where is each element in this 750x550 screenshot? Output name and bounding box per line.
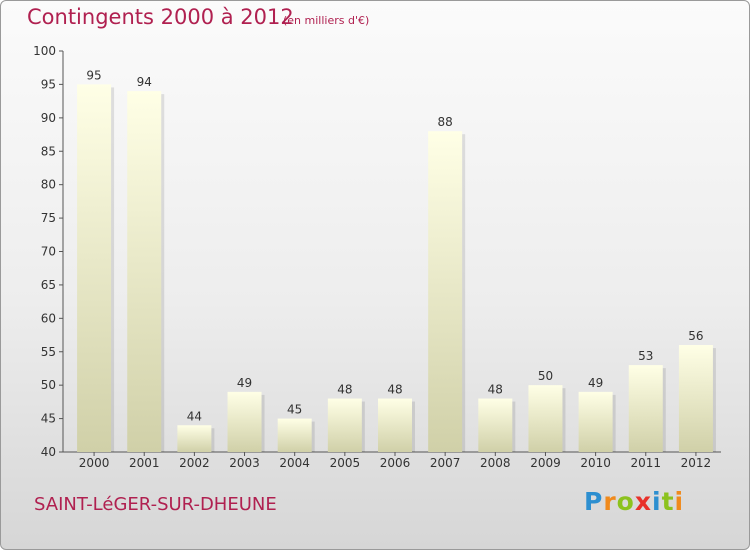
logo-letter: i	[674, 487, 685, 516]
x-tick-label: 2000	[79, 456, 110, 470]
bar-value-label: 48	[387, 383, 402, 397]
x-tick-label: 2003	[229, 456, 260, 470]
bar-2008	[478, 398, 513, 452]
proxiti-logo: Proxiti	[584, 487, 684, 516]
bar-2001	[127, 91, 162, 452]
bar-2007	[428, 131, 463, 452]
x-tick-label: 2005	[330, 456, 361, 470]
logo-letter: x	[634, 487, 652, 516]
bar-2000	[77, 84, 112, 453]
bar-value-label: 88	[438, 115, 453, 129]
logo-letter: P	[584, 487, 604, 516]
y-tick-label: 90	[41, 111, 56, 125]
bar-value-label: 45	[287, 403, 302, 417]
x-tick-label: 2007	[430, 456, 461, 470]
bar-value-label: 44	[187, 409, 202, 423]
logo-letter: r	[603, 487, 617, 516]
chart-title: Contingents 2000 à 2012	[27, 5, 294, 29]
x-tick-label: 2001	[129, 456, 160, 470]
y-tick-label: 80	[41, 178, 56, 192]
bar-2004	[277, 418, 312, 452]
bar-value-label: 48	[337, 383, 352, 397]
logo-letter: i	[652, 487, 662, 516]
commune-name: SAINT-LéGER-SUR-DHEUNE	[34, 494, 277, 515]
bar-2010	[578, 391, 613, 452]
y-tick-label: 70	[41, 245, 56, 259]
chart-subtitle: (en milliers d'€)	[283, 14, 370, 27]
x-tick-label: 2008	[480, 456, 511, 470]
bar-2006	[378, 398, 412, 452]
bar-2009	[528, 385, 563, 452]
bar-2003	[227, 391, 262, 452]
logo-letter: o	[616, 487, 635, 516]
y-tick-label: 55	[41, 345, 56, 359]
bar-2002	[177, 425, 212, 452]
x-tick-label: 2002	[179, 456, 210, 470]
x-tick-label: 2011	[630, 456, 661, 470]
y-tick-label: 40	[41, 445, 56, 459]
y-tick-label: 50	[41, 378, 56, 392]
bar-value-label: 95	[86, 68, 101, 82]
y-tick-label: 60	[41, 311, 56, 325]
bar-value-label: 94	[137, 75, 152, 89]
x-tick-label: 2012	[681, 456, 712, 470]
y-tick-label: 75	[41, 211, 56, 225]
y-tick-label: 45	[41, 412, 56, 426]
bar-value-label: 48	[488, 383, 503, 397]
bar-value-label: 50	[538, 369, 553, 383]
y-tick-label: 100	[33, 44, 56, 58]
x-tick-label: 2006	[380, 456, 411, 470]
bar-2005	[327, 398, 362, 452]
bar-value-label: 56	[688, 329, 703, 343]
bar-value-label: 49	[237, 376, 252, 390]
y-tick-label: 85	[41, 144, 56, 158]
y-tick-label: 95	[41, 77, 56, 91]
bar-value-label: 49	[588, 376, 603, 390]
bar-2012	[678, 345, 713, 452]
x-tick-label: 2010	[580, 456, 611, 470]
bar-value-label: 53	[638, 349, 653, 363]
x-tick-label: 2004	[279, 456, 310, 470]
y-tick-label: 65	[41, 278, 56, 292]
bar-2011	[628, 365, 663, 452]
logo-letter: t	[661, 487, 675, 516]
x-tick-label: 2009	[530, 456, 561, 470]
